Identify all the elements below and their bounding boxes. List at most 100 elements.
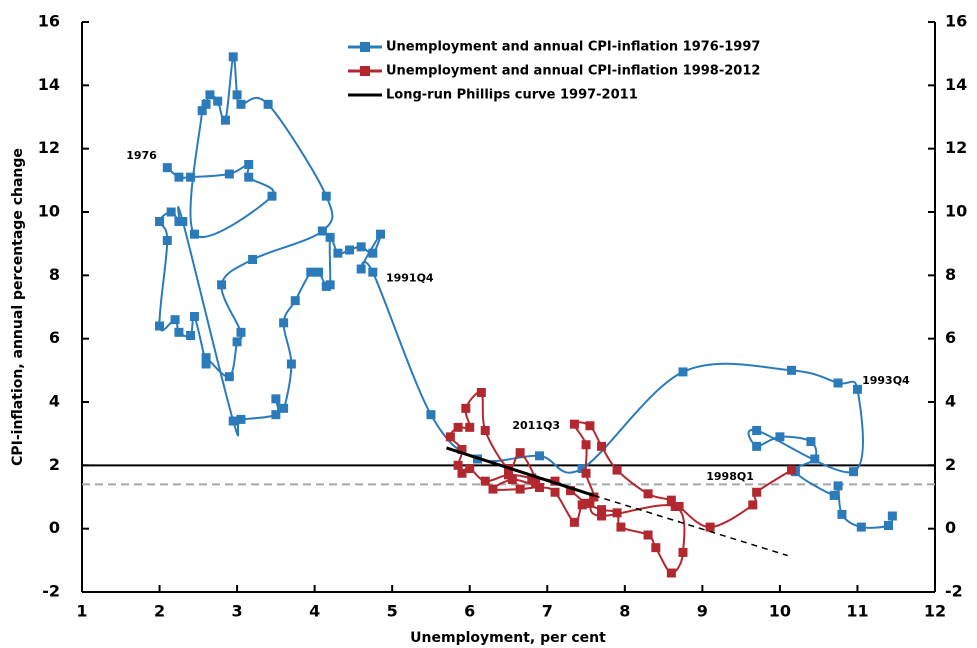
marker: [228, 52, 238, 62]
marker: [201, 359, 211, 369]
marker: [775, 432, 785, 442]
marker: [748, 500, 758, 510]
marker: [550, 487, 560, 497]
x-tick-label: 10: [769, 602, 791, 621]
annotation: 1998Q1: [706, 470, 754, 483]
marker: [224, 169, 234, 179]
marker: [787, 365, 797, 375]
marker: [461, 403, 471, 413]
y2-tick-label: -2: [945, 582, 963, 601]
marker: [155, 217, 165, 226]
marker: [155, 321, 165, 331]
marker: [186, 331, 196, 340]
marker: [271, 394, 281, 404]
marker: [476, 388, 486, 397]
marker: [887, 511, 897, 521]
marker: [314, 267, 324, 277]
marker: [228, 416, 238, 426]
marker: [616, 522, 626, 532]
marker: [205, 90, 215, 100]
y-tick-label: 2: [49, 455, 60, 474]
marker: [263, 99, 273, 109]
marker: [856, 522, 866, 532]
marker: [465, 422, 475, 432]
marker: [189, 312, 199, 321]
marker: [569, 419, 579, 429]
marker: [174, 172, 184, 182]
marker: [162, 236, 172, 245]
marker: [837, 509, 847, 519]
marker: [678, 547, 688, 557]
marker: [376, 229, 386, 239]
marker: [279, 403, 289, 413]
marker: [201, 99, 211, 109]
y2-tick-label: 12: [945, 138, 967, 157]
marker: [457, 468, 467, 478]
marker: [705, 522, 715, 532]
x-tick-label: 3: [232, 602, 243, 621]
marker: [480, 476, 490, 486]
marker: [217, 280, 227, 290]
y-tick-label: 12: [38, 138, 60, 157]
marker: [453, 460, 463, 470]
marker: [581, 468, 591, 478]
marker: [236, 327, 246, 337]
marker: [581, 440, 591, 450]
marker: [507, 475, 517, 485]
marker: [457, 445, 467, 454]
marker: [368, 248, 378, 258]
marker: [244, 172, 254, 182]
marker: [550, 476, 560, 486]
x-tick-label: 9: [697, 602, 708, 621]
marker: [488, 484, 498, 494]
y2-tick-label: 6: [945, 328, 956, 347]
marker: [178, 217, 188, 226]
marker: [267, 191, 277, 201]
marker: [445, 432, 455, 442]
marker: [597, 505, 607, 515]
y2-tick-label: 2: [945, 455, 956, 474]
annotation: 2011Q3: [512, 419, 560, 432]
x-tick-label: 2: [154, 602, 165, 621]
x-tick-label: 8: [619, 602, 630, 621]
marker: [577, 464, 587, 473]
marker: [670, 502, 680, 511]
marker: [321, 191, 331, 201]
marker: [666, 568, 676, 578]
marker: [566, 486, 576, 496]
x-tick-label: 1: [76, 602, 87, 621]
x-tick-label: 12: [924, 602, 946, 621]
marker: [279, 318, 289, 328]
marker: [232, 337, 242, 347]
marker: [833, 378, 843, 388]
y-tick-label: 8: [49, 265, 60, 284]
annotation: 1976: [126, 149, 157, 162]
marker: [612, 465, 622, 475]
marker: [678, 367, 688, 377]
marker: [589, 492, 599, 502]
y-tick-label: 6: [49, 328, 60, 347]
marker: [290, 296, 300, 306]
marker: [453, 422, 463, 432]
y2-tick-label: 10: [945, 202, 967, 221]
x-tick-label: 4: [309, 602, 320, 621]
marker: [806, 437, 816, 447]
marker: [306, 267, 316, 277]
marker: [174, 327, 184, 337]
marker: [244, 160, 254, 169]
series-line: [158, 55, 894, 529]
marker: [849, 467, 859, 477]
marker: [224, 372, 234, 382]
marker: [186, 172, 196, 182]
legend-marker: [360, 66, 370, 76]
marker: [236, 99, 246, 109]
marker: [666, 495, 676, 505]
marker: [752, 487, 762, 497]
x-axis-label: Unemployment, per cent: [410, 630, 606, 646]
extension-line: [593, 494, 788, 557]
marker: [166, 207, 176, 217]
marker: [515, 484, 525, 494]
marker: [535, 451, 545, 461]
marker: [531, 478, 541, 488]
